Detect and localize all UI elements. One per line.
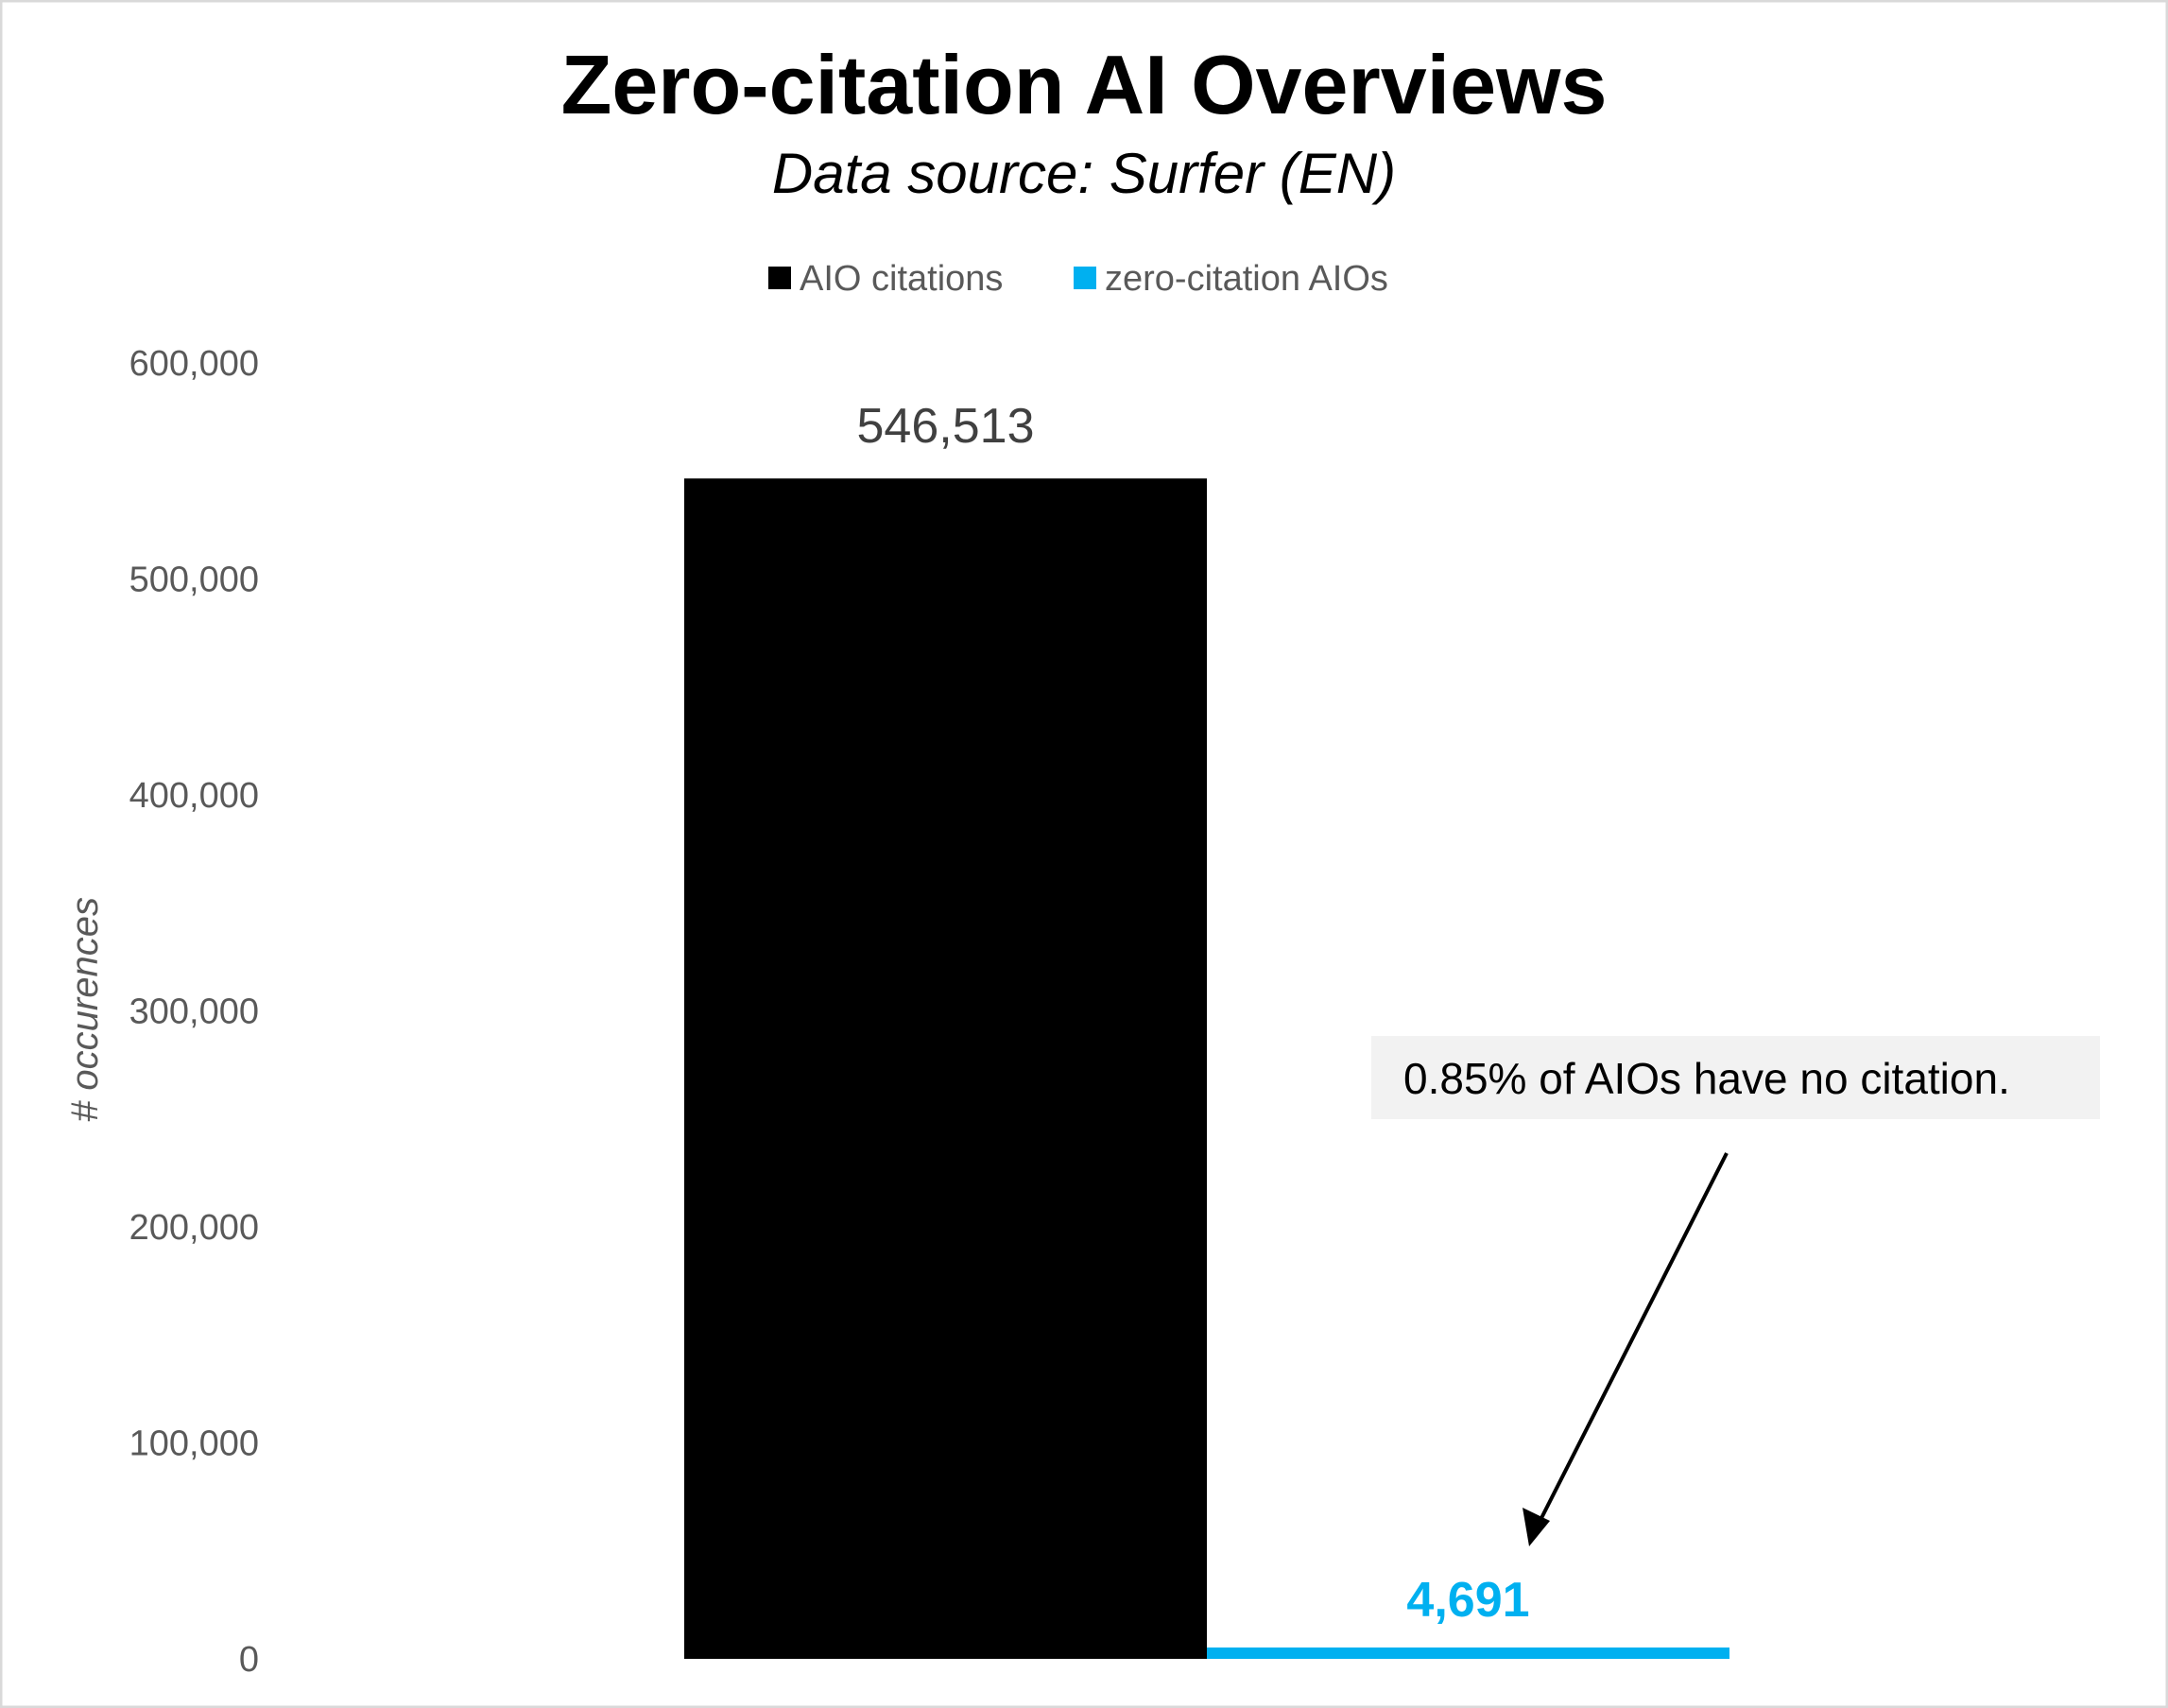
y-axis-ticks: 0 100,000 200,000 300,000 400,000 500,000 600,… bbox=[129, 344, 259, 1680]
legend: AIO citations zero-citation AIOs bbox=[768, 259, 1388, 299]
annotation-text: 0.85% of AIOs have no citation. bbox=[1403, 1054, 2010, 1103]
bar-zero-citation-aios bbox=[1207, 1648, 1729, 1659]
legend-label-zero-citation: zero-citation AIOs bbox=[1105, 259, 1388, 299]
y-tick-label: 400,000 bbox=[129, 776, 259, 816]
y-tick-label: 300,000 bbox=[129, 992, 259, 1032]
data-label: 4,691 bbox=[1406, 1573, 1529, 1628]
annotation-arrowhead-icon bbox=[1523, 1508, 1550, 1546]
annotation: 0.85% of AIOs have no citation. bbox=[1371, 1036, 2100, 1546]
y-tick-label: 500,000 bbox=[129, 561, 259, 600]
y-tick-label: 200,000 bbox=[129, 1208, 259, 1248]
bar-aio-citations bbox=[684, 478, 1207, 1660]
chart-subtitle: Data source: Surfer (EN) bbox=[772, 142, 1396, 205]
y-tick-label: 100,000 bbox=[129, 1424, 259, 1464]
y-tick-label: 600,000 bbox=[129, 344, 259, 384]
annotation-box bbox=[1371, 1036, 2100, 1119]
legend-label-aio-citations: AIO citations bbox=[800, 259, 1003, 299]
legend-swatch-zero-citation bbox=[1074, 267, 1096, 289]
legend-swatch-aio-citations bbox=[768, 267, 791, 289]
chart-title: Zero-citation AI Overviews bbox=[561, 38, 1608, 131]
y-tick-label: 0 bbox=[239, 1640, 259, 1680]
bars: 546,513 4,691 bbox=[684, 399, 1729, 1660]
annotation-arrow-line bbox=[1537, 1152, 1729, 1525]
data-label: 546,513 bbox=[857, 399, 1035, 454]
y-axis-label: # occurences bbox=[64, 897, 106, 1122]
